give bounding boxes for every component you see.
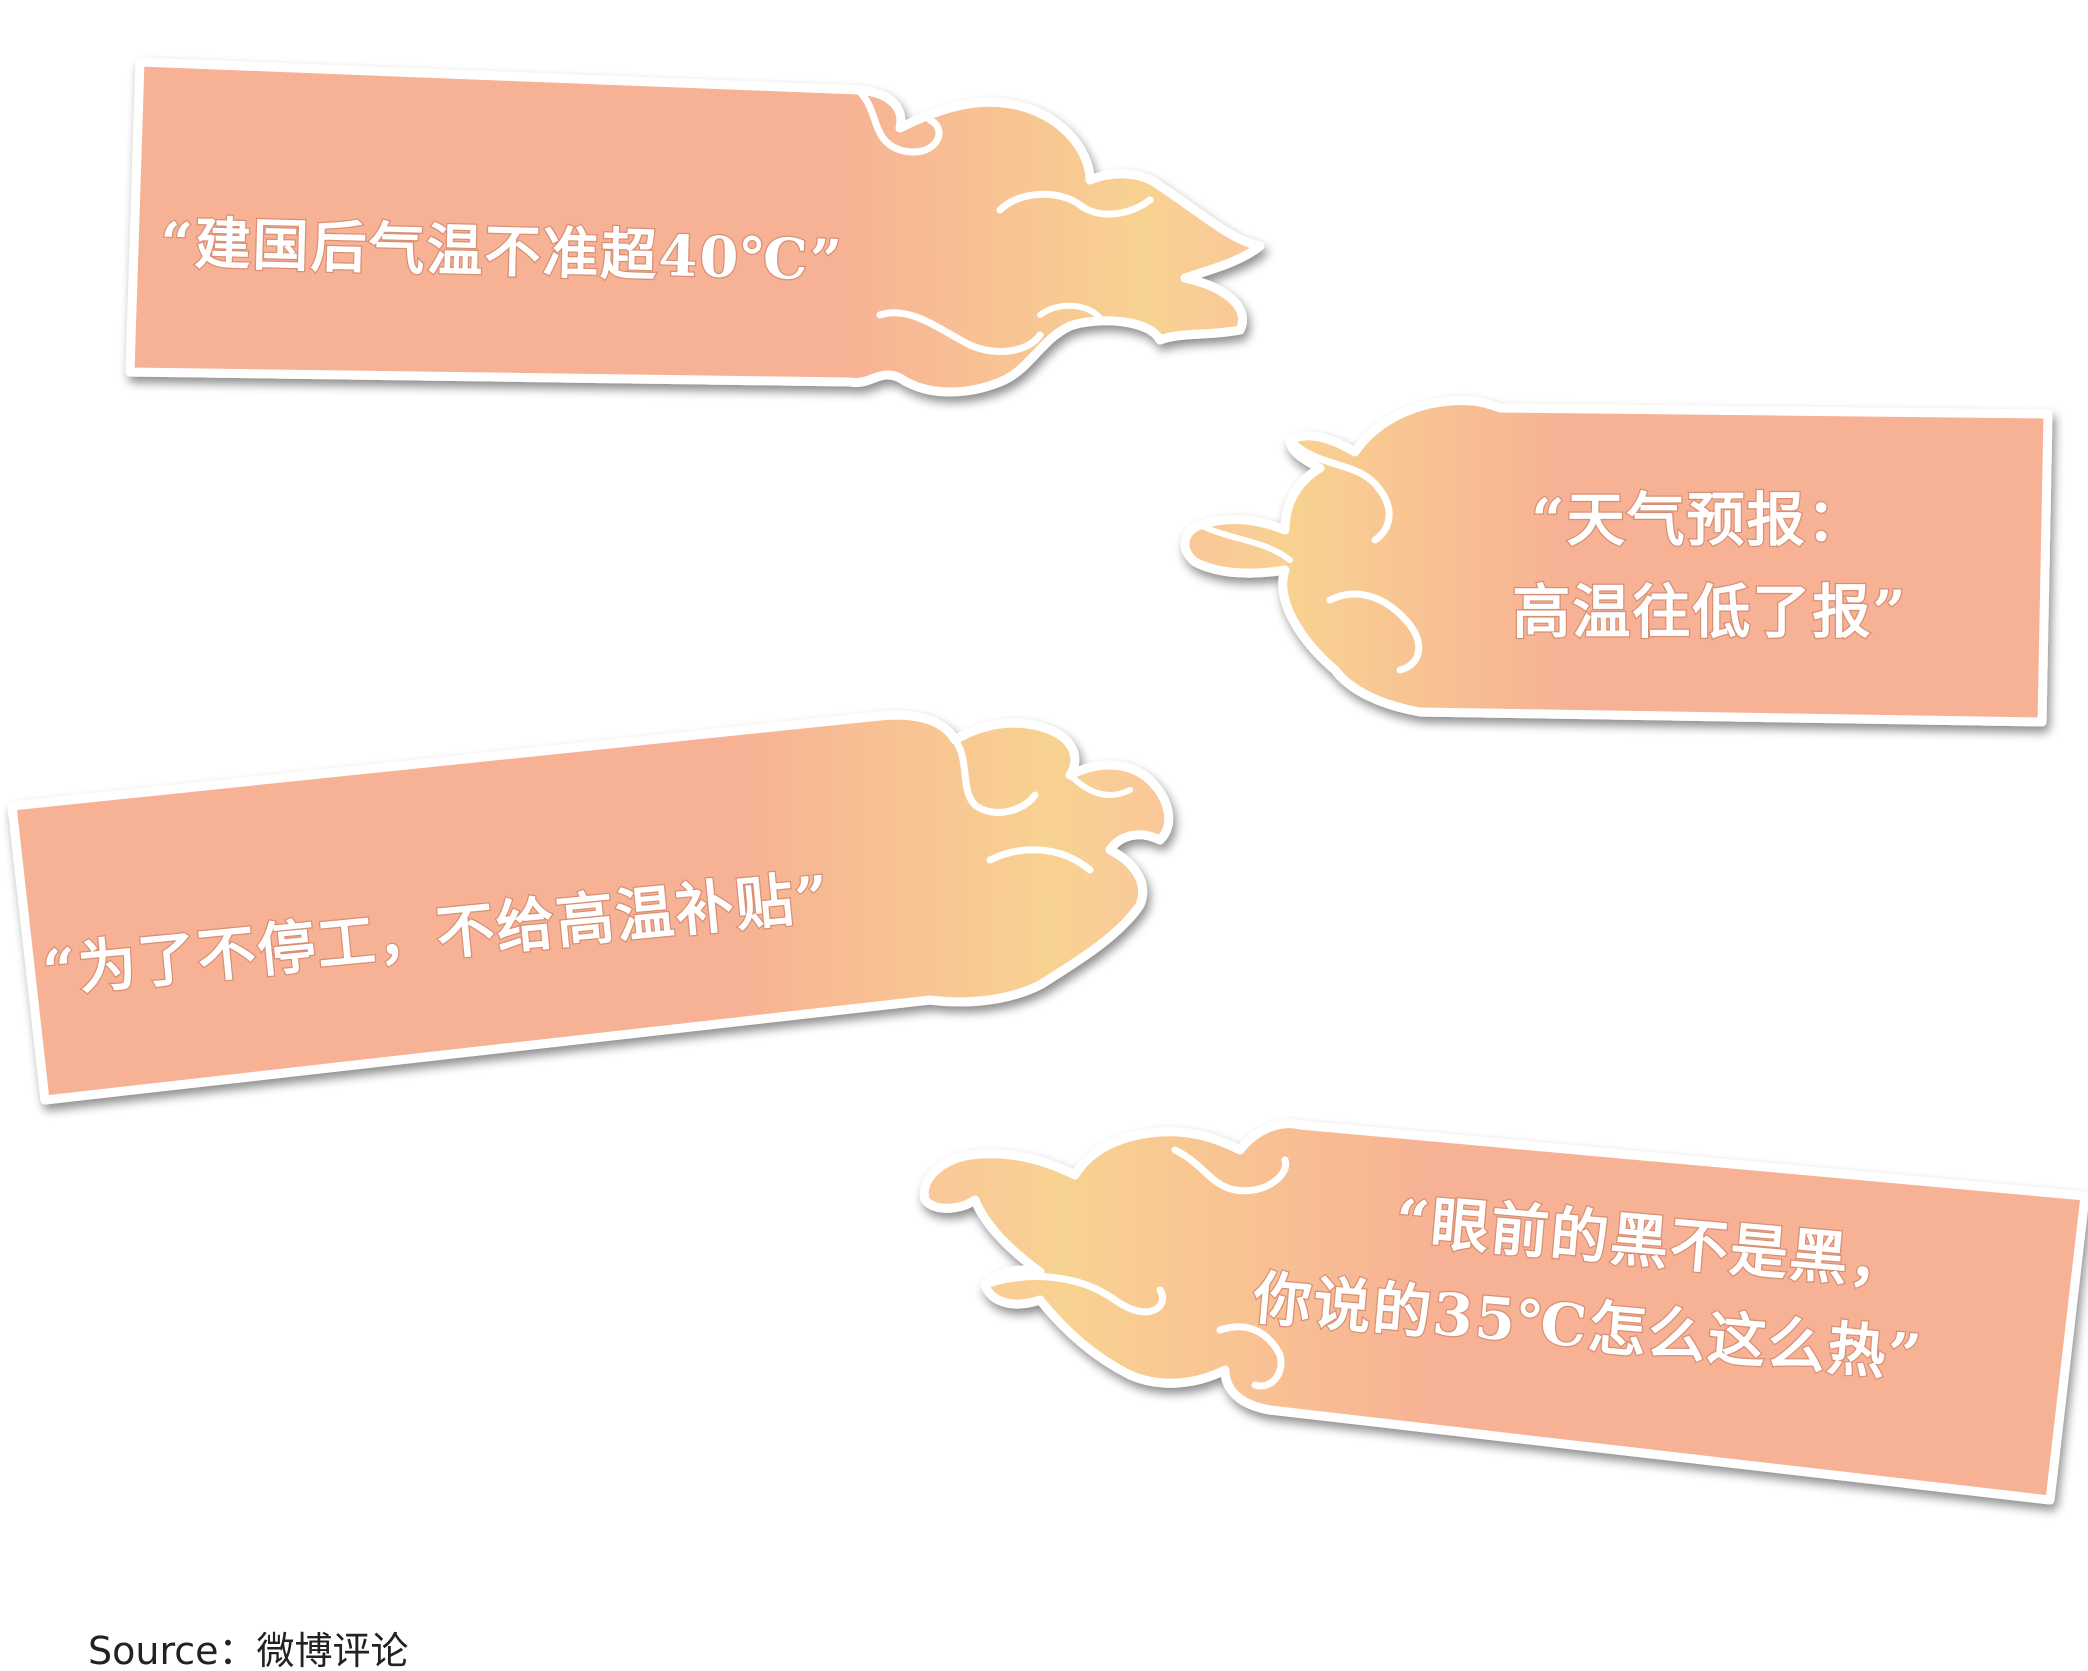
banner-2-text: “天气预报： 高温往低了报” — [1512, 486, 1907, 646]
banner-1-shape — [125, 57, 1265, 397]
banner-4 — [919, 1119, 2088, 1505]
source-caption: Source：微博评论 — [88, 1629, 409, 1671]
banner-1 — [125, 57, 1265, 397]
banner-2-shape — [1180, 396, 2053, 727]
banner-4-shape — [919, 1119, 2088, 1505]
banner-3 — [7, 710, 1174, 1105]
banner-2 — [1180, 396, 2053, 727]
banner-3-shape — [7, 710, 1174, 1105]
